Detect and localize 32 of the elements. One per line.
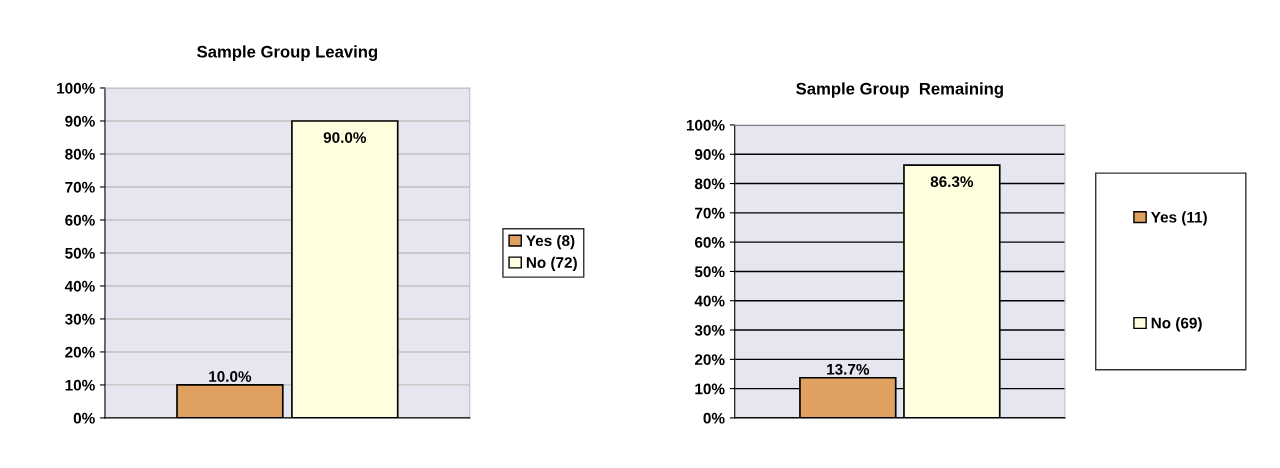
y-tick-label: 0% — [73, 412, 95, 424]
y-tick-label: 90% — [694, 149, 725, 160]
y-tick-label: 30% — [694, 324, 725, 336]
y-tick-label: 30% — [65, 313, 95, 325]
y-tick-label: 90% — [65, 115, 95, 127]
legend-label: No (72) — [526, 256, 577, 272]
legend-label: Yes (8) — [526, 234, 575, 250]
y-tick-label: 70% — [695, 207, 725, 219]
legend-label: Yes (11) — [1150, 211, 1207, 226]
y-tick-label: 70% — [65, 181, 95, 193]
data-label: 90.0% — [323, 132, 367, 143]
y-tick-label: 60% — [694, 237, 725, 248]
y-tick-label: 50% — [65, 247, 95, 259]
y-tick-label: 100% — [57, 82, 95, 94]
y-tick-label: 10% — [695, 383, 725, 395]
y-tick-label: 50% — [694, 266, 725, 278]
chart-title: Sample Group Leaving — [197, 45, 378, 61]
y-tick-label: 20% — [694, 354, 725, 366]
y-tick-label: 20% — [65, 346, 95, 358]
data-label: 86.3% — [930, 176, 974, 188]
y-tick-label: 40% — [694, 295, 725, 307]
legend-label: No (69) — [1151, 317, 1202, 332]
y-tick-label: 10% — [65, 379, 95, 391]
data-label: 10.0% — [209, 371, 252, 382]
chart-title: Sample Group Remaining — [796, 82, 1003, 98]
y-tick-label: 100% — [686, 119, 725, 131]
data-label: 13.7% — [827, 363, 870, 375]
y-tick-label: 40% — [64, 280, 95, 292]
y-tick-label: 0% — [703, 412, 725, 424]
y-tick-label: 60% — [65, 214, 95, 226]
y-tick-label: 80% — [65, 148, 95, 160]
y-tick-label: 80% — [694, 178, 725, 190]
